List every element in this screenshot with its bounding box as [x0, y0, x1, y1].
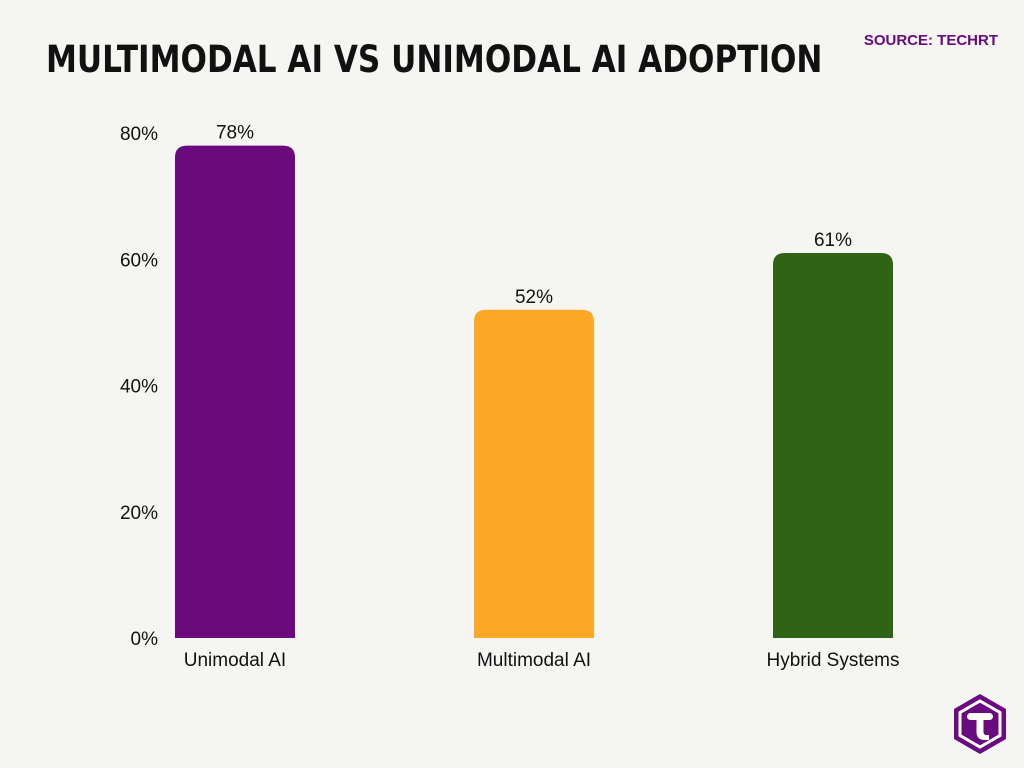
- x-category-label: Multimodal AI: [477, 650, 591, 671]
- bar-value-label: 52%: [515, 287, 553, 308]
- y-tick-label: 0%: [131, 629, 159, 650]
- bar-value-label: 78%: [216, 123, 254, 144]
- bar-multimodal-ai: [474, 309, 594, 638]
- y-tick-label: 20%: [120, 503, 158, 524]
- source-label: SOURCE: TECHRT: [863, 32, 998, 49]
- bar-unimodal-ai: [175, 145, 295, 638]
- chart-title: MULTIMODAL AI VS UNIMODAL AI ADOPTION: [46, 38, 823, 81]
- y-tick-label: 60%: [120, 250, 158, 271]
- bar-hybrid-systems: [773, 252, 893, 638]
- techrt-logo-icon: [954, 694, 1006, 754]
- bar-value-label: 61%: [814, 230, 852, 251]
- y-tick-label: 40%: [120, 377, 158, 398]
- x-category-label: Hybrid Systems: [766, 650, 899, 671]
- x-category-label: Unimodal AI: [184, 650, 286, 671]
- y-tick-label: 80%: [120, 124, 158, 145]
